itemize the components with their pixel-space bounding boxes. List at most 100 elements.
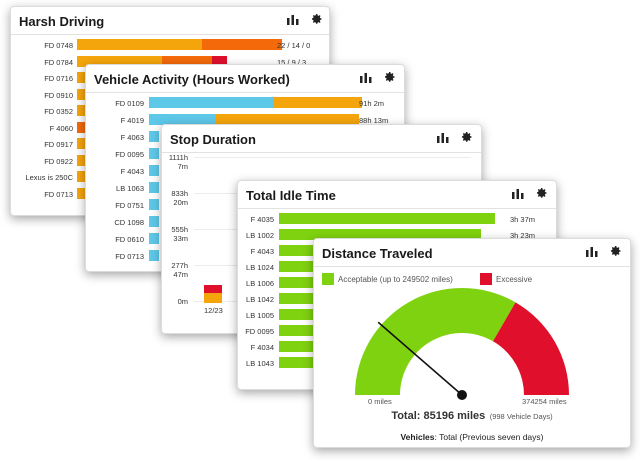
legend-excessive: Excessive bbox=[480, 273, 532, 285]
legend-label-excessive: Excessive bbox=[496, 274, 533, 284]
harsh-row-label: FD 0352 bbox=[44, 107, 73, 116]
idle-row-label: LB 1024 bbox=[246, 263, 274, 272]
gauge-max-label: 374254 miles bbox=[522, 397, 567, 406]
bar-chart-icon[interactable] bbox=[287, 14, 299, 25]
harsh-row-label: FD 0917 bbox=[44, 140, 73, 149]
harsh-row-label: Lexus is 250C bbox=[25, 173, 73, 182]
harsh-row-label: FD 0713 bbox=[44, 189, 73, 199]
activity-bar-segment bbox=[149, 114, 215, 125]
gear-icon[interactable] bbox=[461, 131, 473, 143]
activity-row-label: LB 1063 bbox=[116, 184, 144, 193]
activity-row-label: F 4043 bbox=[120, 167, 144, 176]
gauge-needle-hub bbox=[457, 390, 467, 400]
harsh-bar-segment bbox=[77, 55, 162, 67]
idle-row-label: LB 1006 bbox=[246, 279, 274, 288]
stop-gridline bbox=[194, 157, 471, 158]
stop-y-tick: 833h bbox=[171, 189, 188, 198]
activity-row-value: 91h 2m bbox=[359, 99, 385, 108]
gear-icon[interactable] bbox=[311, 13, 323, 25]
activity-row-label: F 4063 bbox=[120, 133, 144, 142]
distance-traveled-card: Distance Traveled Acceptable (up to 2495… bbox=[313, 238, 631, 448]
bar-chart-icon[interactable] bbox=[437, 132, 449, 143]
harsh-row-label: FD 0784 bbox=[44, 57, 73, 67]
harsh-bar-segment bbox=[202, 39, 282, 50]
stop-x-label: 12/23 bbox=[204, 306, 223, 315]
stop-y-tick: 7m bbox=[177, 162, 188, 171]
distance-total-value: Total: 85196 miles bbox=[391, 410, 486, 422]
harsh-row-label: FD 0910 bbox=[44, 90, 73, 100]
distance-traveled-title: Distance Traveled bbox=[322, 246, 433, 261]
distance-gauge bbox=[355, 288, 569, 400]
idle-bar bbox=[279, 229, 481, 240]
stop-y-tick: 277h bbox=[171, 261, 188, 270]
activity-row-label: FD 0713 bbox=[115, 252, 144, 261]
distance-footer-rest: : Total (Previous seven days) bbox=[434, 432, 544, 442]
activity-bar-segment bbox=[149, 199, 159, 210]
vehicle-activity-title: Vehicle Activity (Hours Worked) bbox=[94, 72, 290, 87]
activity-bar-segment bbox=[149, 148, 159, 159]
idle-row-label: F 4034 bbox=[250, 343, 274, 352]
gauge-acceptable-arc bbox=[355, 288, 516, 395]
legend-label-acceptable: Acceptable (up to 249502 miles) bbox=[338, 274, 453, 284]
stop-bar-excess bbox=[204, 285, 222, 293]
bar-chart-icon[interactable] bbox=[360, 72, 372, 83]
idle-row-value: 3h 37m bbox=[510, 215, 536, 224]
idle-row-label: LB 1043 bbox=[246, 359, 274, 368]
activity-bar-segment bbox=[149, 97, 274, 108]
activity-bar-segment bbox=[149, 165, 159, 176]
legend-swatch-acceptable bbox=[322, 273, 334, 285]
idle-row-label: LB 1005 bbox=[246, 311, 274, 320]
gear-icon[interactable] bbox=[610, 245, 622, 257]
activity-row-label: CD 1098 bbox=[114, 218, 144, 227]
gear-icon[interactable] bbox=[384, 71, 396, 83]
stop-y-tick: 555h bbox=[171, 225, 188, 234]
distance-total: Total: 85196 miles (998 Vehicle Days) bbox=[314, 406, 630, 424]
gauge-excessive-arc bbox=[492, 302, 569, 395]
activity-row-label: FD 0610 bbox=[115, 235, 144, 244]
harsh-bar-segment bbox=[77, 39, 202, 50]
activity-bar-segment bbox=[149, 182, 159, 193]
harsh-row-label: FD 0716 bbox=[44, 74, 73, 83]
activity-row-label: FD 0751 bbox=[115, 201, 144, 210]
stop-y-tick: 20m bbox=[173, 198, 188, 207]
stop-y-tick: 47m bbox=[173, 270, 188, 279]
gauge-needle bbox=[377, 321, 463, 396]
activity-row-label: FD 0109 bbox=[115, 99, 144, 108]
idle-bar bbox=[279, 213, 495, 224]
harsh-driving-title: Harsh Driving bbox=[19, 14, 105, 29]
gauge-min-label: 0 miles bbox=[368, 397, 392, 406]
activity-bar-segment bbox=[149, 131, 159, 142]
stop-y-tick: 33m bbox=[173, 234, 188, 243]
activity-bar-segment bbox=[215, 114, 359, 125]
gear-icon[interactable] bbox=[536, 187, 548, 199]
stop-bar bbox=[204, 293, 222, 303]
legend-swatch-excessive bbox=[480, 273, 492, 285]
harsh-bar-segment bbox=[162, 55, 212, 67]
harsh-bar-segment bbox=[212, 55, 227, 67]
legend-acceptable: Acceptable (up to 249502 miles) bbox=[322, 273, 453, 285]
stop-y-tick: 1111h bbox=[168, 153, 188, 162]
idle-row-label: F 4043 bbox=[250, 247, 274, 256]
distance-footer: Vehicles: Total (Previous seven days) bbox=[314, 432, 630, 442]
harsh-row-label: FD 0922 bbox=[44, 156, 73, 166]
activity-row-label: F 4019 bbox=[120, 116, 144, 125]
distance-total-sub: (998 Vehicle Days) bbox=[489, 412, 553, 421]
idle-row-label: FD 0095 bbox=[245, 327, 274, 336]
harsh-row-label: F 4060 bbox=[49, 123, 73, 133]
bar-chart-icon[interactable] bbox=[512, 188, 524, 199]
harsh-row-label: FD 0748 bbox=[44, 41, 73, 50]
stop-duration-title: Stop Duration bbox=[170, 132, 256, 147]
harsh-row-value: 15 / 9 / 3 bbox=[277, 57, 307, 67]
idle-row-value: 3h 23m bbox=[510, 231, 536, 240]
activity-row-value: 88h 13m bbox=[359, 116, 389, 125]
activity-bar-segment bbox=[149, 216, 159, 227]
total-idle-title: Total Idle Time bbox=[246, 188, 336, 203]
activity-bar-segment bbox=[274, 97, 362, 108]
bar-chart-icon[interactable] bbox=[586, 246, 598, 257]
harsh-row-value: 22 / 14 / 0 bbox=[277, 41, 311, 50]
activity-bar-segment bbox=[149, 233, 159, 244]
activity-bar-segment bbox=[149, 250, 159, 261]
idle-row-label: LB 1042 bbox=[246, 295, 274, 304]
idle-row-label: F 4035 bbox=[250, 215, 274, 224]
